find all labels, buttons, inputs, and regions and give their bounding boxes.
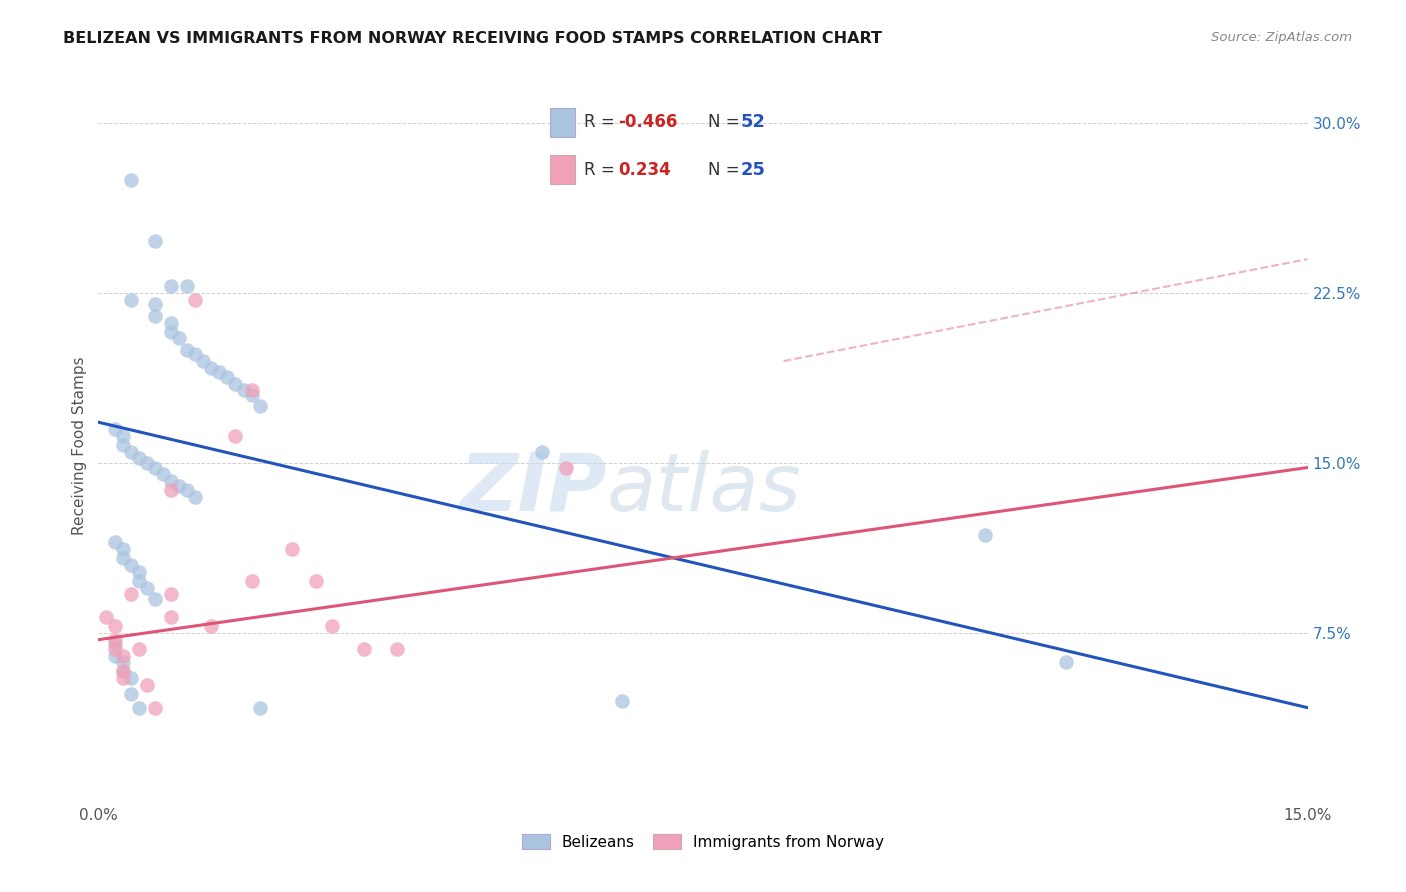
Point — [160, 587, 183, 601]
Point — [184, 293, 207, 307]
Point — [111, 542, 134, 557]
Point — [200, 619, 222, 633]
Point — [240, 574, 263, 588]
Point — [128, 700, 150, 714]
Text: R =: R = — [583, 113, 620, 131]
Point — [612, 694, 634, 708]
Point — [111, 551, 134, 566]
Bar — [550, 155, 575, 184]
Point — [143, 309, 166, 323]
Point — [103, 422, 125, 436]
Point — [232, 384, 254, 398]
Text: -0.466: -0.466 — [619, 113, 678, 131]
Text: R =: R = — [583, 161, 624, 178]
Point — [120, 687, 142, 701]
Point — [120, 444, 142, 458]
Point — [184, 347, 207, 361]
Point — [103, 637, 125, 651]
Point — [128, 565, 150, 579]
Point — [143, 297, 166, 311]
Point — [176, 279, 198, 293]
Text: N =: N = — [707, 113, 744, 131]
Point — [1054, 656, 1077, 670]
Text: BELIZEAN VS IMMIGRANTS FROM NORWAY RECEIVING FOOD STAMPS CORRELATION CHART: BELIZEAN VS IMMIGRANTS FROM NORWAY RECEI… — [63, 31, 883, 46]
Point — [208, 365, 231, 379]
Text: Source: ZipAtlas.com: Source: ZipAtlas.com — [1212, 31, 1353, 45]
Legend: Belizeans, Immigrants from Norway: Belizeans, Immigrants from Norway — [516, 828, 890, 855]
Point — [176, 483, 198, 498]
Text: atlas: atlas — [606, 450, 801, 528]
Point — [103, 648, 125, 663]
Point — [103, 632, 125, 647]
Point — [120, 293, 142, 307]
Point — [385, 641, 408, 656]
Point — [160, 325, 183, 339]
Point — [224, 376, 246, 391]
Point — [305, 574, 328, 588]
Text: 0.234: 0.234 — [619, 161, 671, 178]
Point — [111, 438, 134, 452]
Point — [160, 610, 183, 624]
Point — [120, 173, 142, 187]
Point — [111, 429, 134, 443]
Point — [193, 354, 215, 368]
Point — [249, 700, 271, 714]
Point — [135, 678, 157, 692]
Point — [128, 641, 150, 656]
Point — [555, 460, 578, 475]
Point — [111, 648, 134, 663]
Point — [160, 474, 183, 488]
Point — [249, 400, 271, 414]
Point — [143, 700, 166, 714]
Point — [111, 656, 134, 670]
Point — [184, 490, 207, 504]
Point — [128, 574, 150, 588]
Point — [240, 388, 263, 402]
Y-axis label: Receiving Food Stamps: Receiving Food Stamps — [72, 357, 87, 535]
Point — [167, 478, 190, 492]
Point — [160, 316, 183, 330]
Text: 52: 52 — [741, 113, 766, 131]
Point — [111, 665, 134, 679]
Point — [135, 581, 157, 595]
Point — [974, 528, 997, 542]
Point — [281, 542, 304, 557]
Point — [240, 384, 263, 398]
Point — [96, 610, 118, 624]
Point — [111, 665, 134, 679]
Point — [120, 671, 142, 685]
Point — [321, 619, 343, 633]
Point — [111, 671, 134, 685]
Point — [167, 331, 190, 345]
Point — [143, 460, 166, 475]
Point — [200, 360, 222, 375]
Point — [143, 591, 166, 606]
Point — [530, 444, 553, 458]
Point — [224, 429, 246, 443]
Point — [120, 587, 142, 601]
Text: 25: 25 — [741, 161, 766, 178]
Point — [128, 451, 150, 466]
Point — [217, 370, 239, 384]
Point — [160, 483, 183, 498]
Point — [160, 279, 183, 293]
Point — [103, 535, 125, 549]
Point — [103, 641, 125, 656]
Point — [176, 343, 198, 357]
Point — [120, 558, 142, 572]
Text: ZIP: ZIP — [458, 450, 606, 528]
Text: N =: N = — [707, 161, 744, 178]
Point — [143, 234, 166, 248]
Point — [353, 641, 375, 656]
Bar — [550, 108, 575, 136]
Point — [152, 467, 174, 482]
Point — [135, 456, 157, 470]
Point — [103, 619, 125, 633]
